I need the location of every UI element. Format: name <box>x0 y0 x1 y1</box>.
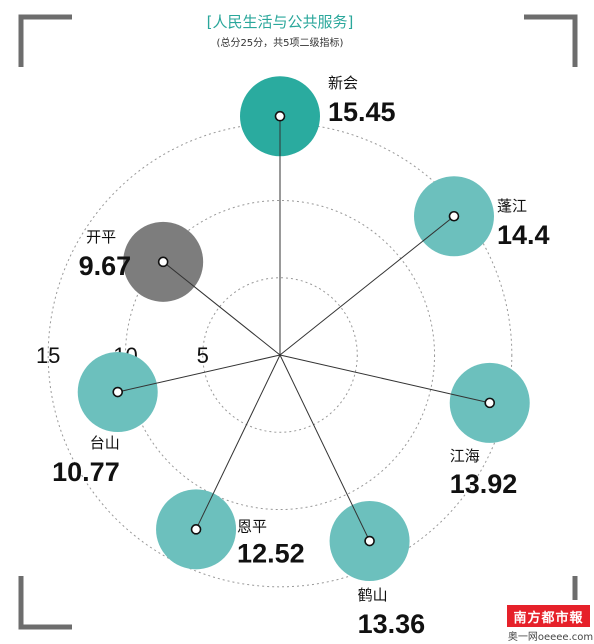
spoke-inner <box>195 493 214 530</box>
city-name-label: 开平 <box>86 228 116 246</box>
city-name-label: 江海 <box>450 447 480 465</box>
city-name-label: 蓬江 <box>497 197 527 215</box>
city-name-label: 恩平 <box>237 517 267 535</box>
data-markers <box>77 76 530 582</box>
city-value-label: 10.77 <box>52 457 120 487</box>
city-value-label: 14.4 <box>497 220 550 250</box>
spoke-inner <box>422 215 455 242</box>
spoke-inner <box>450 393 490 404</box>
data-point <box>484 397 496 409</box>
city-value-label: 15.45 <box>328 97 396 127</box>
city-labels: 新会 15.45 蓬江 14.4 江海 13.92 鹤山 13.36 恩平 12.52 台山 10.7… <box>52 74 549 639</box>
data-point <box>157 256 169 268</box>
data-point <box>364 535 375 547</box>
city-value-label: 9.67 <box>79 251 132 281</box>
grid-ring-5 <box>202 277 358 433</box>
chart-title: [人民生活与公共服务] <box>207 13 354 31</box>
spoke-inner <box>162 261 195 288</box>
spoke-inner <box>117 382 157 393</box>
city-name-label: 鹤山 <box>358 586 388 604</box>
bracket-top-right <box>524 14 578 67</box>
ring-label: 5 <box>197 343 209 368</box>
city-value-label: 12.52 <box>237 538 305 568</box>
data-point <box>274 110 286 122</box>
spoke-inner <box>351 504 371 542</box>
spokes <box>117 116 490 542</box>
bracket-top-left <box>18 14 72 67</box>
data-point <box>190 524 202 535</box>
corner-brackets <box>18 14 578 630</box>
site-label: 奥一网oeeee.com <box>507 632 594 643</box>
bracket-bottom-left <box>18 576 72 630</box>
city-name-label: 台山 <box>90 434 120 452</box>
city-value-label: 13.92 <box>450 469 518 499</box>
city-value-label: 13.36 <box>358 609 426 639</box>
ring-label: 15 <box>36 343 60 368</box>
data-point <box>448 210 460 222</box>
data-point <box>112 386 124 398</box>
chart-subtitle: (总分25分，共5项二级指标) <box>217 36 344 49</box>
city-name-label: 新会 <box>328 74 358 92</box>
newspaper-logo: 南方都市報 <box>507 605 590 627</box>
